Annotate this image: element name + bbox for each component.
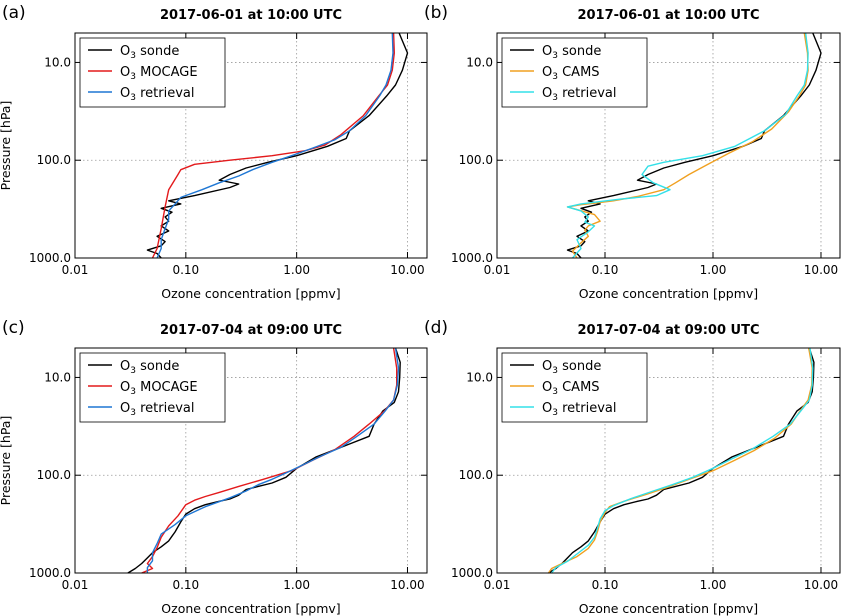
legend-label-mocage: O3 MOCAGE	[120, 65, 198, 82]
series-line-retrieval	[146, 347, 400, 573]
chart-title: 2017-07-04 at 09:00 UTC	[160, 323, 342, 338]
x-tick-label: 1.00	[700, 578, 727, 592]
series-line-retrieval	[551, 347, 814, 574]
panel-tag: (c)	[2, 318, 25, 338]
chart-title: 2017-06-01 at 10:00 UTC	[577, 8, 759, 23]
series-line-mocage	[151, 32, 395, 259]
x-tick-label: 0.01	[62, 263, 89, 277]
legend-label-cams: O3 CAMS	[542, 65, 600, 82]
legend: O3 sonde O3 MOCAGE O3 retrieval	[79, 352, 226, 423]
x-tick-label: 10.00	[390, 578, 424, 592]
x-tick-label: 0.10	[172, 263, 199, 277]
plot-frame	[496, 347, 841, 574]
y-tick-label: 10.0	[466, 370, 493, 384]
x-tick-label: 0.10	[592, 263, 619, 277]
legend-label-sonde: O3 sonde	[542, 44, 601, 61]
x-tick-label: 1.00	[283, 263, 310, 277]
x-tick-label: 1.00	[700, 263, 727, 277]
y-tick-label: 1000.0	[451, 251, 493, 265]
series-line-sonde	[548, 347, 815, 574]
legend-label-retrieval: O3 retrieval	[120, 86, 194, 103]
panel-b: 0.01 0.10 1.00 10.00 10.0 100.0 1000.0 O3 sonde…	[424, 3, 841, 301]
y-tick-label: 100.0	[459, 468, 493, 482]
y-tick-label: 100.0	[459, 153, 493, 167]
x-tick-label: 0.01	[484, 578, 511, 592]
y-axis-label: Pressure [hPa]	[0, 101, 13, 191]
y-tick-label: 100.0	[37, 153, 71, 167]
x-axis-label: Ozone concentration [ppmv]	[161, 601, 340, 616]
legend-label-cams: O3 CAMS	[542, 380, 600, 397]
legend-label-sonde: O3 sonde	[120, 44, 179, 61]
x-tick-label: 0.01	[484, 263, 511, 277]
y-tick-label: 10.0	[466, 55, 493, 69]
panel-tag: (b)	[424, 3, 448, 23]
series-line-cams	[566, 32, 809, 259]
chart-title: 2017-07-04 at 09:00 UTC	[577, 323, 759, 338]
series-line-sonde	[146, 32, 409, 259]
panel-tag: (a)	[2, 3, 26, 23]
y-axis-label: Pressure [hPa]	[0, 416, 13, 506]
legend: O3 sonde O3 CAMS O3 retrieval	[501, 352, 648, 423]
legend: O3 sonde O3 MOCAGE O3 retrieval	[79, 37, 226, 108]
y-tick-label: 100.0	[37, 468, 71, 482]
panel-a: 0.01 0.10 1.00 10.00 10.0 100.0 1000.0 O3 sonde…	[0, 3, 428, 301]
panel-tag: (d)	[424, 318, 448, 338]
series-line-retrieval	[566, 32, 809, 259]
x-tick-label: 0.10	[172, 578, 199, 592]
series-line-retrieval	[156, 32, 394, 259]
x-tick-label: 10.00	[390, 263, 424, 277]
x-tick-label: 0.01	[62, 578, 89, 592]
plot-frame	[496, 32, 841, 259]
x-axis-label: Ozone concentration [ppmv]	[579, 286, 758, 301]
x-tick-label: 0.10	[592, 578, 619, 592]
legend-label-retrieval: O3 retrieval	[120, 401, 194, 418]
y-tick-label: 1000.0	[29, 251, 71, 265]
plot-frame	[74, 347, 428, 574]
x-axis-label: Ozone concentration [ppmv]	[579, 601, 758, 616]
legend-label-sonde: O3 sonde	[542, 359, 601, 376]
legend-label-sonde: O3 sonde	[120, 359, 179, 376]
x-axis-label: Ozone concentration [ppmv]	[161, 286, 340, 301]
legend-label-retrieval: O3 retrieval	[542, 86, 616, 103]
plot-frame	[74, 32, 428, 259]
x-tick-label: 1.00	[283, 578, 310, 592]
y-tick-label: 10.0	[44, 55, 71, 69]
y-tick-label: 10.0	[44, 370, 71, 384]
y-tick-label: 1000.0	[451, 566, 493, 580]
x-tick-label: 10.00	[804, 263, 838, 277]
legend-label-mocage: O3 MOCAGE	[120, 380, 198, 397]
x-tick-label: 10.00	[804, 578, 838, 592]
chart-title: 2017-06-01 at 10:00 UTC	[160, 8, 342, 23]
legend-label-retrieval: O3 retrieval	[542, 401, 616, 418]
panel-c: 0.01 0.10 1.00 10.00 10.0 100.0 1000.0 O3 sonde…	[0, 318, 428, 616]
legend: O3 sonde O3 CAMS O3 retrieval	[501, 37, 648, 108]
panel-d: 0.01 0.10 1.00 10.00 10.0 100.0 1000.0 O3 sonde…	[424, 318, 841, 616]
y-tick-label: 1000.0	[29, 566, 71, 580]
